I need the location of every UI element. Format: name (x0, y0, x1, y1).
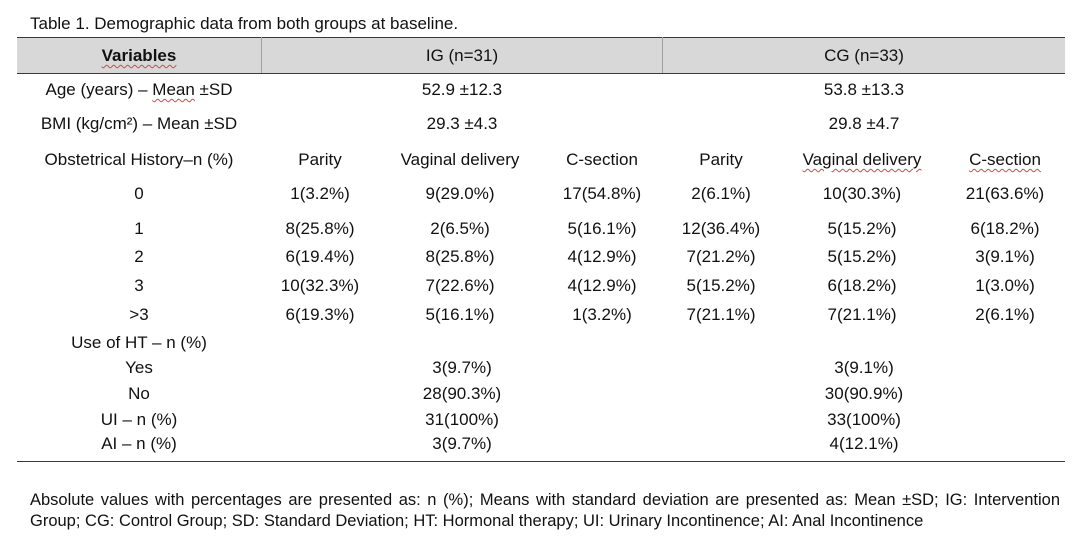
cell-cg-csection: 21(63.6%) (965, 184, 1045, 203)
cell-cg-vaginal: 6(18.2%) (827, 276, 897, 295)
cell-cg-parity: 5(15.2%) (686, 276, 756, 295)
cell-cg-csection: 1(3.0%) (975, 276, 1035, 295)
obstetric-row-label: >3 (129, 305, 149, 324)
cell-ig-parity: 10(32.3%) (280, 276, 360, 295)
cell-cg-csection: 3(9.1%) (975, 247, 1035, 266)
cell-ig-csection: 4(12.9%) (567, 276, 637, 295)
header-cg: CG (n=33) (824, 46, 904, 65)
cell-ig-csection: 4(12.9%) (567, 247, 637, 266)
cell-ig-parity: 6(19.4%) (285, 247, 355, 266)
row-label-ht: Use of HT – n (%) (71, 333, 207, 352)
obstetric-row-label: 0 (134, 184, 144, 203)
ig-age-value: 52.9 ±12.3 (421, 80, 503, 99)
subheader-ig-vaginal: Vaginal delivery (400, 150, 520, 169)
label-part: Mean (152, 80, 195, 99)
subheader-ig-csection: C-section (566, 150, 638, 169)
cg-age-value: 53.8 ±13.3 (823, 80, 905, 99)
header-ig: IG (n=31) (425, 46, 499, 65)
subheader-cg-parity: Parity (699, 150, 743, 169)
cg-ht-value: 3(9.1%) (834, 358, 894, 377)
cell-ig-parity: 8(25.8%) (285, 219, 355, 238)
header-divider (662, 37, 663, 73)
table-caption: Table 1. Demographic data from both grou… (30, 14, 459, 33)
cell-cg-parity: 2(6.1%) (691, 184, 751, 203)
obstetric-row-label: 3 (134, 276, 144, 295)
cell-cg-csection: 2(6.1%) (975, 305, 1035, 324)
cell-ig-csection: 1(3.2%) (572, 305, 632, 324)
cell-ig-vaginal: 9(29.0%) (425, 184, 495, 203)
cell-ig-vaginal: 7(22.6%) (425, 276, 495, 295)
row-label-bmi: BMI (kg/cm²) – Mean ±SD (40, 114, 238, 133)
subheader-cg-vaginal: Vaginal delivery (802, 150, 922, 169)
obstetric-row-label: 2 (134, 247, 144, 266)
row-label-obstetrical-history: Obstetrical History–n (%) (44, 150, 234, 169)
cell-ig-parity: 6(19.3%) (285, 305, 355, 324)
cell-cg-csection: 6(18.2%) (970, 219, 1040, 238)
table-header-row (17, 37, 1065, 73)
table-footnote: Absolute values with percentages are pre… (30, 491, 1060, 530)
subheader-ig-parity: Parity (298, 150, 342, 169)
obstetric-row-label: 1 (134, 219, 144, 238)
table-bottom-border (17, 461, 1065, 462)
cell-cg-vaginal: 5(15.2%) (827, 219, 897, 238)
cell-cg-vaginal: 10(30.3%) (822, 184, 902, 203)
cg-bmi-value: 29.8 ±4.7 (828, 114, 900, 133)
row-label-age: Age (years) – Mean ±SD (17, 80, 261, 100)
label-part: ±SD (194, 80, 233, 99)
cell-cg-parity: 7(21.1%) (686, 305, 756, 324)
header-divider (261, 37, 262, 73)
header-variables: Variables (101, 46, 177, 65)
cell-ig-vaginal: 5(16.1%) (425, 305, 495, 324)
ig-bmi-value: 29.3 ±4.3 (426, 114, 498, 133)
ht-row-label: Yes (125, 358, 153, 377)
cell-ig-csection: 5(16.1%) (567, 219, 637, 238)
ig-ht-value: 28(90.3%) (422, 384, 502, 403)
subheader-cg-csection: C-section (969, 150, 1041, 169)
header-bottom-border (17, 73, 1065, 74)
ig-ht-value: 3(9.7%) (432, 358, 492, 377)
label-part: Age (years) – (45, 80, 153, 99)
cg-ht-value: 30(90.9%) (824, 384, 904, 403)
ig-ht-value: 3(9.7%) (432, 434, 492, 453)
demographics-table: Variables IG (n=31) CG (n=33) Age (years… (17, 37, 1065, 462)
cell-ig-vaginal: 8(25.8%) (425, 247, 495, 266)
ig-ht-value: 31(100%) (425, 410, 499, 429)
cell-cg-vaginal: 7(21.1%) (827, 305, 897, 324)
cell-ig-parity: 1(3.2%) (290, 184, 350, 203)
cg-ht-value: 33(100%) (827, 410, 901, 429)
table-top-border (17, 37, 1065, 38)
cell-cg-vaginal: 5(15.2%) (827, 247, 897, 266)
cell-cg-parity: 12(36.4%) (681, 219, 761, 238)
cell-ig-csection: 17(54.8%) (562, 184, 642, 203)
cell-ig-vaginal: 2(6.5%) (430, 219, 490, 238)
ht-row-label: No (128, 384, 150, 403)
cell-cg-parity: 7(21.2%) (686, 247, 756, 266)
ht-row-label: UI – n (%) (100, 410, 178, 429)
ht-row-label: AI – n (%) (101, 434, 177, 453)
cg-ht-value: 4(12.1%) (829, 434, 899, 453)
